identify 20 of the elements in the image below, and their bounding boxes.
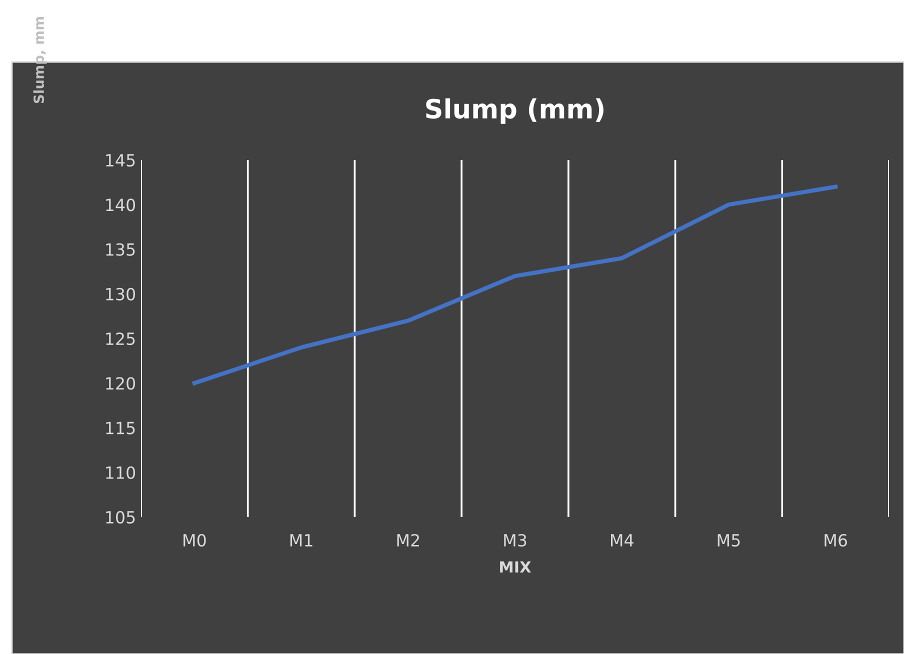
y-tick-label: 120 xyxy=(106,377,136,390)
x-tick-label: M1 xyxy=(290,534,312,546)
y-tick-label: 110 xyxy=(106,466,136,479)
x-tick-label: M4 xyxy=(611,534,634,546)
y-tick-label: 115 xyxy=(106,422,135,434)
text: Slump, mm xyxy=(33,17,47,104)
y-tick-label: 140 xyxy=(106,198,136,212)
x-tick-label: M2 xyxy=(397,534,419,546)
x-tick-label: M5 xyxy=(718,534,740,547)
x-axis-title: MIX xyxy=(500,561,532,573)
y-tick-label: 125 xyxy=(106,332,135,346)
chart-title: Slump (mm) xyxy=(426,98,604,124)
x-tick-label: M0 xyxy=(184,534,206,547)
x-tick-label: M3 xyxy=(504,534,526,547)
y-tick-label: 130 xyxy=(106,288,136,300)
y-tick-label: 105 xyxy=(106,510,135,524)
x-tick-label: M6 xyxy=(824,534,848,547)
y-tick-label: 135 xyxy=(106,243,135,256)
line-series xyxy=(192,184,838,386)
y-tick-label: 145 xyxy=(106,154,135,167)
